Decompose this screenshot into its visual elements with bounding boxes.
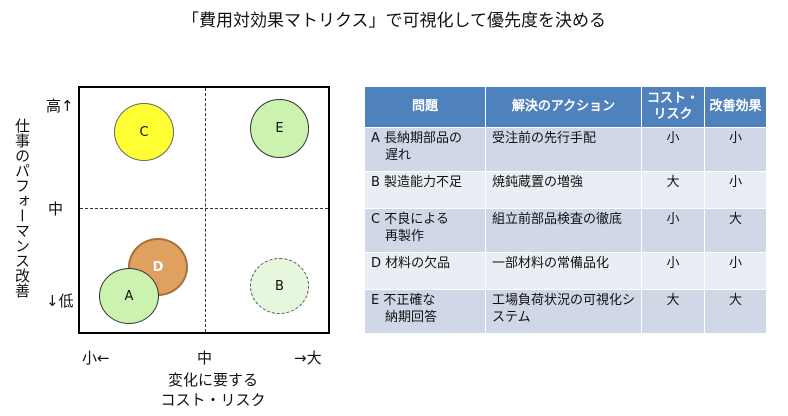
problem-line-1: B 製造能力不足 [371,175,463,190]
action-cell: 受注前の先行手配 [485,127,642,172]
table-row: D 材料の欠品 一部材料の常備品化 小 小 [364,252,767,290]
x-tick-low: 小← [82,349,110,367]
circle-a: A [99,268,159,324]
cost-cell: 小 [641,127,705,172]
problem-cell: D 材料の欠品 [364,252,486,290]
table-header-row: 問題 解決のアクション コスト・リスク 改善効果 [364,86,767,128]
x-axis-label-line-1: 変化に要する [167,371,258,389]
effect-cell: 小 [704,127,767,172]
y-tick-mid: 中 [48,200,64,218]
y-tick-high: 高↑ [46,97,74,115]
y-tick-low: ↓低 [46,292,74,310]
problem-line-2: 遅れ [385,148,412,163]
x-tick-high: →大 [294,349,322,367]
x-axis-label: 変化に要する コスト・リスク [138,370,288,410]
page-title: 「費用対効果マトリクス」で可視化して優先度を決める [182,11,606,31]
header-cost-risk: コスト・リスク [641,86,705,128]
header-problem: 問題 [364,86,486,128]
circle-e: E [250,99,309,158]
horizontal-divider [80,208,328,209]
x-tick-mid: 中 [197,349,213,367]
action-cell: 焼鈍蔵置の増強 [485,171,642,209]
cost-cell: 小 [641,208,705,253]
problem-line-1: C 不良による [371,212,449,227]
problem-line-1: E 不正確な [371,293,436,308]
cost-effect-matrix: C E D A B [78,86,330,334]
circle-a-label: A [124,288,134,304]
cost-cell: 小 [641,252,705,290]
vertical-divider [205,88,206,332]
action-cell: 一部材料の常備品化 [485,252,642,290]
problem-line-1: D 材料の欠品 [371,256,451,271]
cost-cell: 大 [641,289,705,334]
problem-cell: E 不正確な 納期回答 [364,289,486,334]
circle-b-label: B [275,278,284,294]
cost-cell: 大 [641,171,705,209]
effect-cell: 大 [704,208,767,253]
action-cell: 工場負荷状況の可視化システム [485,289,642,334]
table-row: B 製造能力不足 焼鈍蔵置の増強 大 小 [364,171,767,209]
problem-cell: A 長納期部品の 遅れ [364,127,486,172]
problem-line-1: A 長納期部品の [371,131,463,146]
header-action: 解決のアクション [485,86,642,128]
header-effect: 改善効果 [704,86,767,128]
y-axis-label: 仕事のパフォーマンス改善 [13,118,31,298]
problem-line-2: 納期回答 [385,310,438,325]
circle-c: C [114,103,174,161]
problem-cell: B 製造能力不足 [364,171,486,209]
effect-cell: 小 [704,171,767,209]
problem-cell: C 不良による 再製作 [364,208,486,253]
problem-line-2: 再製作 [385,229,425,244]
table-row: A 長納期部品の 遅れ 受注前の先行手配 小 小 [364,127,767,172]
circle-e-label: E [275,121,284,136]
effect-cell: 小 [704,252,767,290]
circle-c-label: C [139,124,149,140]
action-cell: 組立前部品検査の徹底 [485,208,642,253]
circle-d-label: D [152,259,164,275]
action-table: 問題 解決のアクション コスト・リスク 改善効果 A 長納期部品の 遅れ 受注前… [364,86,767,334]
x-axis-label-line-2: コスト・リスク [160,391,266,409]
effect-cell: 大 [704,289,767,334]
circle-b: B [250,258,309,314]
table-row: E 不正確な 納期回答 工場負荷状況の可視化システム 大 大 [364,289,767,334]
table-row: C 不良による 再製作 組立前部品検査の徹底 小 大 [364,208,767,253]
